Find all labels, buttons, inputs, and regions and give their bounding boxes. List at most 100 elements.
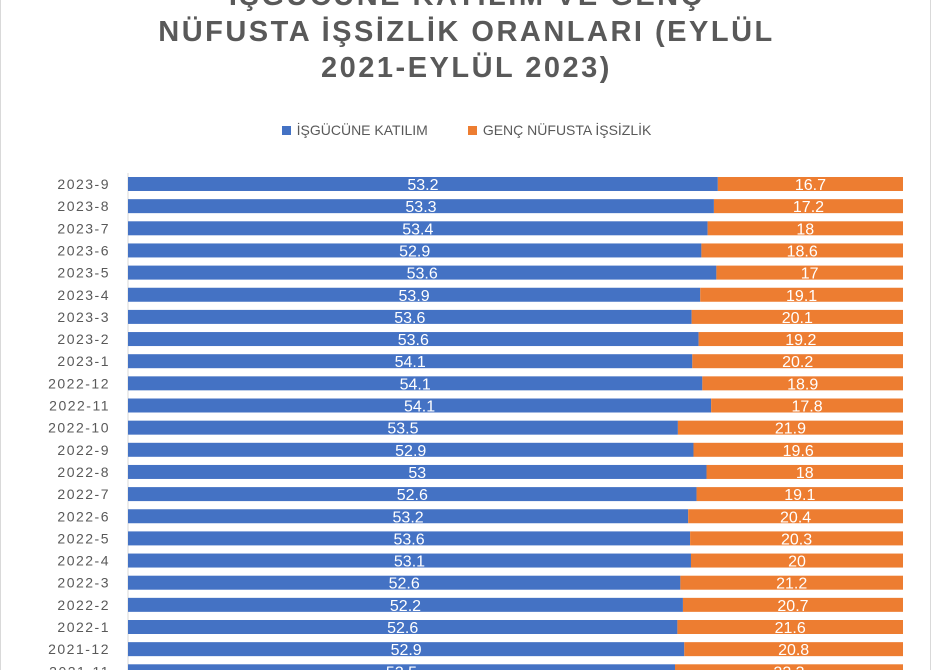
data-label-participation: 53.2 xyxy=(407,177,438,194)
category-label: 2022-5 xyxy=(57,530,110,546)
bar-participation xyxy=(128,597,683,612)
category-label: 2023-5 xyxy=(57,265,110,281)
data-label-youth-unemployment: 18 xyxy=(796,465,814,482)
bar-youth-unemployment xyxy=(674,664,903,670)
bar-youth-unemployment xyxy=(702,376,903,391)
bar-youth-unemployment xyxy=(696,487,903,502)
category-label: 2022-6 xyxy=(57,508,110,524)
category-label: 2022-10 xyxy=(48,420,110,436)
category-label: 2021-11 xyxy=(49,663,110,670)
category-label: 2022-2 xyxy=(57,597,110,613)
data-label-youth-unemployment: 20.7 xyxy=(777,598,808,615)
bar-youth-unemployment xyxy=(701,243,903,258)
bar-participation xyxy=(128,265,717,280)
legend-swatch-youth-unemployment xyxy=(467,125,477,135)
category-label: 2023-8 xyxy=(57,198,110,214)
category-label: 2022-8 xyxy=(57,464,110,480)
data-label-participation: 54.1 xyxy=(404,399,435,416)
data-label-participation: 53.4 xyxy=(402,221,433,238)
data-label-participation: 53.1 xyxy=(394,554,425,571)
data-label-youth-unemployment: 18.6 xyxy=(787,243,818,260)
data-label-participation: 53.6 xyxy=(393,531,424,548)
legend-item-participation: İŞGÜCÜNE KATILIM xyxy=(281,122,428,138)
bar-participation xyxy=(128,243,702,258)
bar-youth-unemployment xyxy=(711,398,903,413)
data-label-participation: 52.6 xyxy=(387,620,418,637)
data-label-youth-unemployment: 18.9 xyxy=(787,376,818,393)
data-label-participation: 54.1 xyxy=(400,376,431,393)
data-label-youth-unemployment: 17 xyxy=(801,266,819,283)
bar-youth-unemployment xyxy=(680,575,903,590)
data-label-participation: 52.6 xyxy=(389,576,420,593)
chart-title-line-3: 2021-EYLÜL 2023) xyxy=(321,52,612,84)
category-label: 2022-3 xyxy=(57,575,110,591)
category-label: 2023-3 xyxy=(57,309,110,325)
category-label: 2022-4 xyxy=(57,553,110,569)
category-label: 2022-7 xyxy=(57,486,110,502)
data-label-youth-unemployment: 19.1 xyxy=(786,288,817,305)
data-label-youth-unemployment: 19.2 xyxy=(785,332,816,349)
data-label-participation: 52.6 xyxy=(397,487,428,504)
bar-participation xyxy=(128,509,689,524)
legend-swatch-participation xyxy=(281,125,291,135)
data-label-youth-unemployment: 20 xyxy=(788,554,806,571)
data-label-participation: 52.9 xyxy=(395,443,426,460)
bar-youth-unemployment xyxy=(700,287,903,302)
bar-participation xyxy=(128,531,691,546)
category-label: 2022-1 xyxy=(57,619,110,635)
bar-participation xyxy=(128,642,685,657)
bar-youth-unemployment xyxy=(690,553,903,568)
bar-participation xyxy=(128,420,678,435)
bar-participation xyxy=(128,664,675,670)
data-label-youth-unemployment: 17.8 xyxy=(791,399,822,416)
data-label-youth-unemployment: 22.3 xyxy=(773,664,804,670)
data-label-youth-unemployment: 20.3 xyxy=(781,531,812,548)
chart-title-line-2: NÜFUSTA İŞSİZLİK ORANLARI (EYLÜL xyxy=(158,16,775,48)
chart-legend: İŞGÜCÜNE KATILIM GENÇ NÜFUSTA İŞSİZLİK xyxy=(0,122,933,138)
legend-label-youth-unemployment: GENÇ NÜFUSTA İŞSİZLİK xyxy=(482,122,652,138)
data-label-participation: 52.9 xyxy=(391,642,422,659)
data-label-participation: 53.6 xyxy=(398,332,429,349)
bar-youth-unemployment xyxy=(717,177,903,191)
data-label-youth-unemployment: 20.8 xyxy=(778,642,809,659)
category-label: 2022-11 xyxy=(49,398,110,414)
bar-youth-unemployment xyxy=(677,420,903,435)
bar-participation xyxy=(128,464,707,479)
bar-participation xyxy=(128,553,691,568)
data-label-youth-unemployment: 16.7 xyxy=(795,177,826,194)
bar-youth-unemployment xyxy=(713,199,903,214)
data-label-youth-unemployment: 17.2 xyxy=(793,199,824,216)
data-label-participation: 52.9 xyxy=(399,243,430,260)
bar-participation xyxy=(128,398,712,413)
bar-youth-unemployment xyxy=(682,597,903,612)
bar-youth-unemployment xyxy=(690,531,903,546)
data-label-youth-unemployment: 19.6 xyxy=(783,443,814,460)
data-label-youth-unemployment: 20.4 xyxy=(780,509,811,526)
data-label-participation: 53.2 xyxy=(393,509,424,526)
legend-item-youth-unemployment: GENÇ NÜFUSTA İŞSİZLİK xyxy=(467,122,652,138)
bar-youth-unemployment xyxy=(706,464,903,479)
bar-youth-unemployment xyxy=(684,642,903,657)
data-label-participation: 53.6 xyxy=(394,310,425,327)
data-label-youth-unemployment: 21.9 xyxy=(775,421,806,438)
bar-participation xyxy=(128,487,697,502)
bar-youth-unemployment xyxy=(688,509,903,524)
bar-participation xyxy=(128,354,693,369)
data-label-participation: 53.9 xyxy=(399,288,430,305)
data-label-participation: 53.6 xyxy=(407,266,438,283)
category-label: 2022-12 xyxy=(48,375,110,391)
category-label: 2023-4 xyxy=(57,287,110,303)
bar-participation xyxy=(128,575,681,590)
chart-title: İŞGÜCÜNE KATILIM VE GENÇ NÜFUSTA İŞSİZLİ… xyxy=(0,0,933,86)
bar-youth-unemployment xyxy=(693,442,903,457)
bar-participation xyxy=(128,177,718,191)
bar-youth-unemployment xyxy=(716,265,903,280)
category-label: 2023-6 xyxy=(57,242,110,258)
category-label: 2023-7 xyxy=(57,220,110,236)
bar-participation xyxy=(128,620,678,634)
category-label: 2021-12 xyxy=(48,641,110,657)
chart-title-line-1: İŞGÜCÜNE KATILIM VE GENÇ xyxy=(0,0,933,14)
bar-participation xyxy=(128,287,701,302)
